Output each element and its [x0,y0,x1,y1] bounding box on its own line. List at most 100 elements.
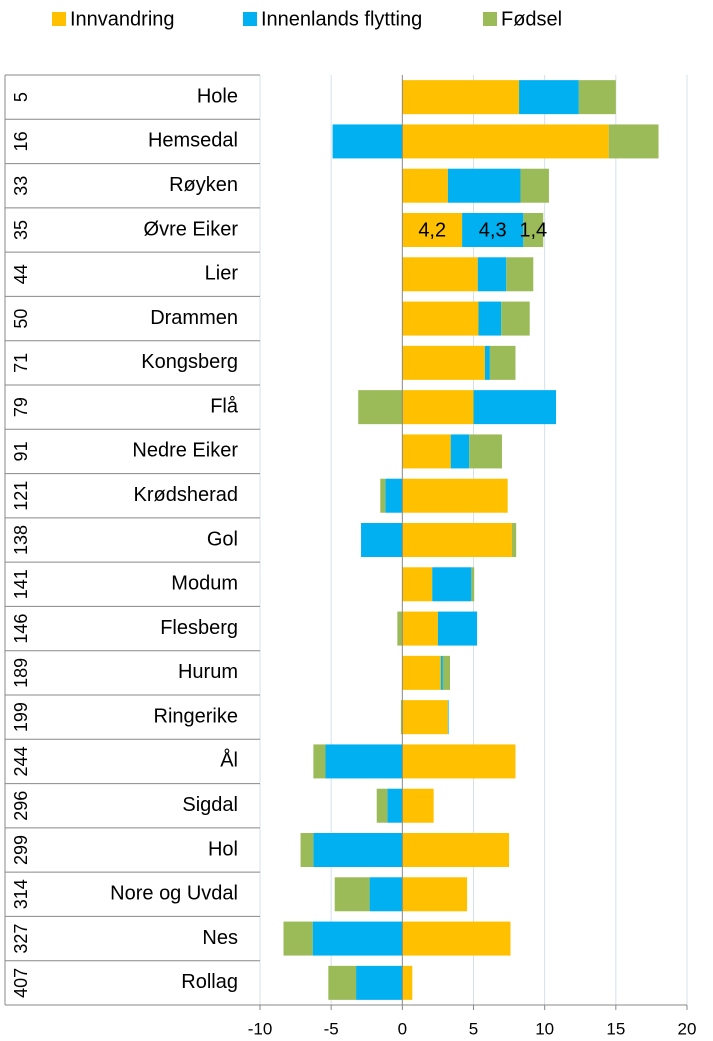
bar-segment [325,744,403,779]
y-tick-label: Nore og Uvdal [110,883,238,905]
y-tick-label: Drammen [150,307,238,329]
rank-label: 138 [11,525,31,555]
bar-segment [402,833,510,867]
bar-segment [328,965,357,1000]
bar-segment [523,213,544,247]
bar-segment [578,80,616,115]
bar-segment [402,655,441,690]
y-tick-label: Ringerike [154,705,238,727]
bar-segment [402,523,512,557]
bar-segment [437,611,478,646]
x-tick-label: 20 [678,1019,697,1038]
bar-segment [402,124,609,159]
bar-segment [432,567,472,602]
bar-segment [402,788,434,823]
y-tick-label: Rollag [181,971,238,993]
bar-segment [440,655,443,690]
bar-segment [358,390,403,425]
rank-label: 16 [11,131,31,151]
bar-segment [300,833,314,867]
bar-segment [385,478,403,513]
bar-segment [478,301,502,336]
data-label: 4,2 [418,219,446,241]
bar-segment [283,921,313,956]
bar-segment [313,833,403,867]
y-tick-label: Lier [205,263,239,285]
bar-segment [450,434,470,469]
bar-segment [608,124,659,159]
x-tick-label: 10 [535,1019,554,1038]
bar-segment [369,877,403,912]
bar-segment [402,877,468,912]
legend-label: Fødsel [501,8,562,30]
rank-label: 44 [11,264,31,284]
bar-segment [484,345,490,380]
y-tick-label: Ål [220,749,238,772]
bar-segment [462,213,524,247]
bar-segment [400,700,403,735]
bar-segment [402,567,433,602]
legend-swatch [52,12,66,26]
bar-segment [506,257,534,292]
x-tick-label: 5 [469,1019,478,1038]
bar-segment [387,788,403,823]
bar-segment [473,390,557,425]
bar-segment [477,257,507,292]
rank-label: 33 [11,176,31,196]
rank-label: 199 [11,702,31,732]
bar-segment [402,611,438,646]
bar-segment [380,478,386,513]
y-tick-label: Flesberg [160,617,238,639]
data-label: 1,4 [519,219,547,241]
rank-label: 327 [11,924,31,954]
bar-segment [356,965,403,1000]
bar-segment [402,965,413,1000]
bar-segment [397,611,403,646]
legend-swatch [243,12,257,26]
bar-segment [313,744,326,779]
bar-segment [469,434,502,469]
rank-label: 244 [11,746,31,776]
bar-segment [447,168,521,203]
x-tick-label: 15 [606,1019,625,1038]
bar-segment [402,301,479,336]
bar-segment [489,345,516,380]
rank-label: 141 [11,569,31,599]
x-tick-label: -10 [248,1019,273,1038]
legend-label: Innvandring [70,8,175,30]
rank-label: 121 [11,481,31,511]
rank-label: 299 [11,835,31,865]
bar-segment [402,744,516,779]
bar-segment [447,700,449,735]
bar-segment [402,257,478,292]
rank-label: 79 [11,397,31,417]
bar-segment [402,345,485,380]
bar-segment [402,921,511,956]
bar-segment [402,213,463,247]
y-tick-label: Øvre Eiker [144,218,239,240]
bar-segment [519,80,579,115]
bar-segment [402,80,520,115]
y-tick-label: Modum [171,573,238,595]
y-tick-label: Hurum [178,661,238,683]
bar-segment [402,390,474,425]
bar-segment [376,788,388,823]
bar-segment [332,124,403,159]
rank-label: 35 [11,220,31,240]
bar-segment [334,877,370,912]
bar-segment [402,434,451,469]
rank-label: 146 [11,614,31,644]
y-tick-label: Kongsberg [141,351,238,373]
y-tick-label: Hol [208,838,238,860]
y-tick-label: Flå [210,395,239,417]
rank-label: 407 [11,968,31,998]
legend-label: Innenlands flytting [261,8,422,30]
bar-segment [471,567,475,602]
y-tick-label: Hole [197,85,238,107]
y-tick-label: Nedre Eiker [132,440,238,462]
data-label: 4,3 [479,219,507,241]
rank-label: 5 [11,92,31,102]
bar-segment [501,301,530,336]
rank-label: 71 [11,353,31,373]
y-tick-label: Røyken [169,174,238,196]
